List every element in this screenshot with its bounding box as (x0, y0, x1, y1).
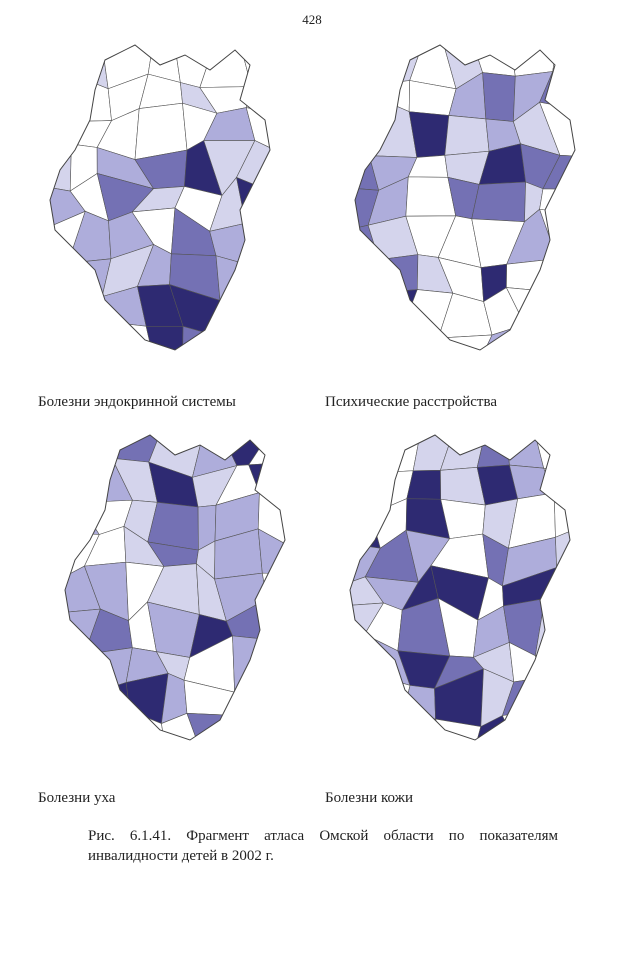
district (65, 435, 98, 474)
district (444, 115, 490, 156)
district (435, 334, 493, 350)
district (509, 464, 555, 500)
district (543, 467, 570, 497)
map (64, 434, 286, 741)
district (374, 677, 411, 726)
district (534, 598, 570, 657)
district (65, 461, 99, 513)
map (354, 44, 576, 351)
district (542, 709, 570, 740)
district (553, 492, 570, 538)
map-label: Психические расстройства (325, 394, 497, 410)
district (355, 69, 387, 104)
district (145, 325, 184, 350)
district (69, 45, 109, 90)
district (50, 282, 85, 334)
district (350, 677, 384, 726)
map-label: Болезни эндокринной системы (38, 394, 236, 410)
district (552, 45, 575, 86)
district (261, 572, 285, 619)
district (506, 435, 545, 469)
district (501, 709, 556, 740)
district (234, 330, 270, 350)
district (350, 460, 372, 515)
district (471, 181, 526, 223)
district (134, 102, 188, 160)
district (257, 707, 285, 740)
district (355, 320, 378, 350)
district (266, 598, 285, 641)
district (245, 68, 270, 116)
district (245, 222, 270, 266)
page-number: 428 (302, 12, 322, 27)
region-outline (49, 44, 271, 351)
district (215, 255, 257, 301)
district (50, 330, 85, 350)
district (350, 435, 372, 474)
district (482, 72, 516, 122)
district (405, 176, 457, 217)
district (65, 723, 101, 740)
district (509, 45, 558, 77)
district (355, 45, 384, 86)
region-outline (354, 44, 576, 351)
district (199, 45, 252, 88)
district (355, 292, 383, 333)
district (248, 676, 285, 711)
district (50, 74, 73, 123)
district (539, 188, 575, 216)
district (50, 45, 73, 90)
district (50, 106, 72, 145)
district (65, 649, 96, 693)
region-outline (64, 434, 286, 741)
district (542, 677, 570, 713)
district (368, 314, 421, 350)
district (236, 176, 270, 224)
district (225, 710, 271, 740)
district (519, 321, 562, 350)
district (65, 502, 100, 535)
district (376, 289, 418, 333)
district (65, 684, 101, 729)
district (378, 254, 419, 293)
district (355, 259, 383, 301)
figure-caption: Рис. 6.1.41. Фрагмент атласа Омской обла… (88, 828, 558, 864)
district (350, 719, 376, 740)
district (257, 528, 285, 575)
district (248, 636, 285, 693)
district (546, 285, 575, 339)
district (78, 709, 131, 740)
map (349, 434, 571, 741)
district (50, 262, 69, 295)
district (94, 682, 130, 724)
district (534, 638, 570, 680)
map (49, 44, 271, 351)
district (250, 263, 270, 285)
map-label: Болезни кожи (325, 790, 414, 806)
district (546, 321, 575, 350)
district (161, 712, 202, 740)
district (363, 435, 421, 474)
district (76, 320, 110, 350)
district (374, 80, 411, 113)
district (249, 284, 270, 334)
region-outline (349, 434, 571, 741)
district (204, 332, 251, 350)
district (125, 672, 169, 725)
district (363, 715, 405, 740)
district (64, 293, 103, 332)
map-label: Болезни уха (38, 790, 116, 806)
district (554, 244, 575, 293)
